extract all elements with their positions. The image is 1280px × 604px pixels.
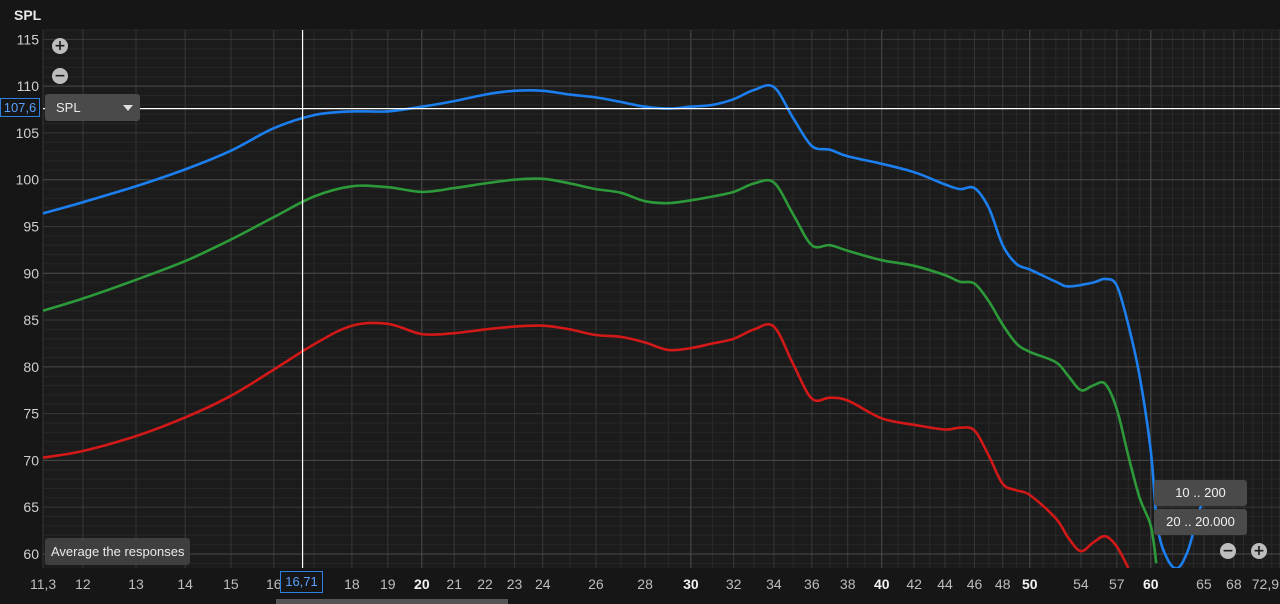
x-tick-label: 19: [380, 576, 396, 592]
average-responses-button[interactable]: Average the responses: [45, 538, 191, 565]
x-tick-label: 38: [840, 576, 856, 592]
range-button-10-200[interactable]: 10 .. 200: [1154, 480, 1247, 506]
dropdown-label: SPL: [56, 100, 81, 115]
y-tick-label: 75: [23, 406, 39, 422]
cursor-y-readout: 107,6: [0, 98, 40, 117]
horizontal-scrollbar[interactable]: [276, 599, 508, 604]
x-tick-label: 23: [507, 576, 523, 592]
zoom-out-horizontal-button[interactable]: −: [1220, 543, 1236, 559]
minus-circle-icon: −: [1222, 543, 1234, 559]
x-tick-label: 50: [1022, 576, 1038, 592]
x-tick-label: 15: [223, 576, 239, 592]
cursor-x-readout: 16,71: [280, 571, 323, 593]
y-tick-label: 85: [23, 312, 39, 328]
x-tick-label: 40: [874, 576, 890, 592]
zoom-out-vertical-button[interactable]: −: [52, 68, 68, 84]
x-tick-label: 42: [906, 576, 922, 592]
x-tick-label: 21: [446, 576, 462, 592]
series-line: [43, 177, 1158, 564]
x-tick-label: 65: [1196, 576, 1212, 592]
x-tick-label: 60: [1143, 576, 1159, 592]
x-tick-label: 22: [477, 576, 493, 592]
x-tick-label: 32: [726, 576, 742, 592]
zoom-in-horizontal-button[interactable]: +: [1251, 543, 1267, 559]
y-tick-label: 65: [23, 499, 39, 515]
series-layer: [43, 83, 1211, 568]
x-tick-label: 54: [1073, 576, 1089, 592]
x-tick-label: 36: [804, 576, 820, 592]
plot-area: [43, 30, 1280, 568]
series-line: [43, 83, 1211, 568]
x-tick-label: 44: [937, 576, 953, 592]
plus-circle-icon: +: [54, 38, 66, 54]
measurement-dropdown[interactable]: SPL: [45, 94, 140, 121]
y-tick-label: 90: [23, 265, 39, 281]
x-tick-label: 26: [588, 576, 604, 592]
range-button-20-20000[interactable]: 20 .. 20.000: [1154, 509, 1247, 535]
chart-title: SPL: [14, 7, 42, 23]
x-tick-label: 13: [128, 576, 144, 592]
x-tick-label: 34: [766, 576, 782, 592]
x-tick-label: 14: [177, 576, 193, 592]
chevron-down-icon: [123, 105, 133, 111]
x-tick-label: 48: [995, 576, 1011, 592]
y-tick-label: 95: [23, 218, 39, 234]
x-tick-label: 30: [683, 576, 699, 592]
x-tick-label: 11,3: [30, 576, 56, 592]
x-tick-label: 57: [1109, 576, 1125, 592]
x-tick-label: 72,9: [1252, 576, 1279, 592]
plus-circle-icon: +: [1253, 543, 1265, 559]
x-tick-label: 24: [535, 576, 551, 592]
x-tick-label: 28: [637, 576, 653, 592]
zoom-in-vertical-button[interactable]: +: [52, 38, 68, 54]
y-tick-label: 70: [23, 452, 39, 468]
x-tick-label: 68: [1226, 576, 1242, 592]
y-tick-label: 110: [17, 78, 40, 94]
x-tick-label: 46: [967, 576, 983, 592]
x-tick-label: 20: [414, 576, 430, 592]
y-tick-label: 80: [23, 359, 39, 375]
minus-circle-icon: −: [54, 68, 66, 84]
series-line: [43, 321, 1130, 568]
cursor-crosshair: [43, 30, 1280, 568]
y-tick-label: 105: [16, 125, 40, 141]
y-tick-label: 115: [17, 31, 40, 47]
x-tick-label: 12: [75, 576, 91, 592]
x-tick-label: 16: [266, 576, 282, 592]
y-tick-label: 100: [16, 172, 40, 188]
y-tick-labels: 60 65 70 75 80 85 90 95 100 105 110 115: [16, 31, 40, 562]
y-tick-label: 60: [23, 546, 39, 562]
x-tick-label: 18: [344, 576, 360, 592]
x-tick-labels: 11,3 12 13 14 15 16 18 19 20 21 22 23 24 26 28 30 32 34 36…: [30, 576, 1279, 592]
